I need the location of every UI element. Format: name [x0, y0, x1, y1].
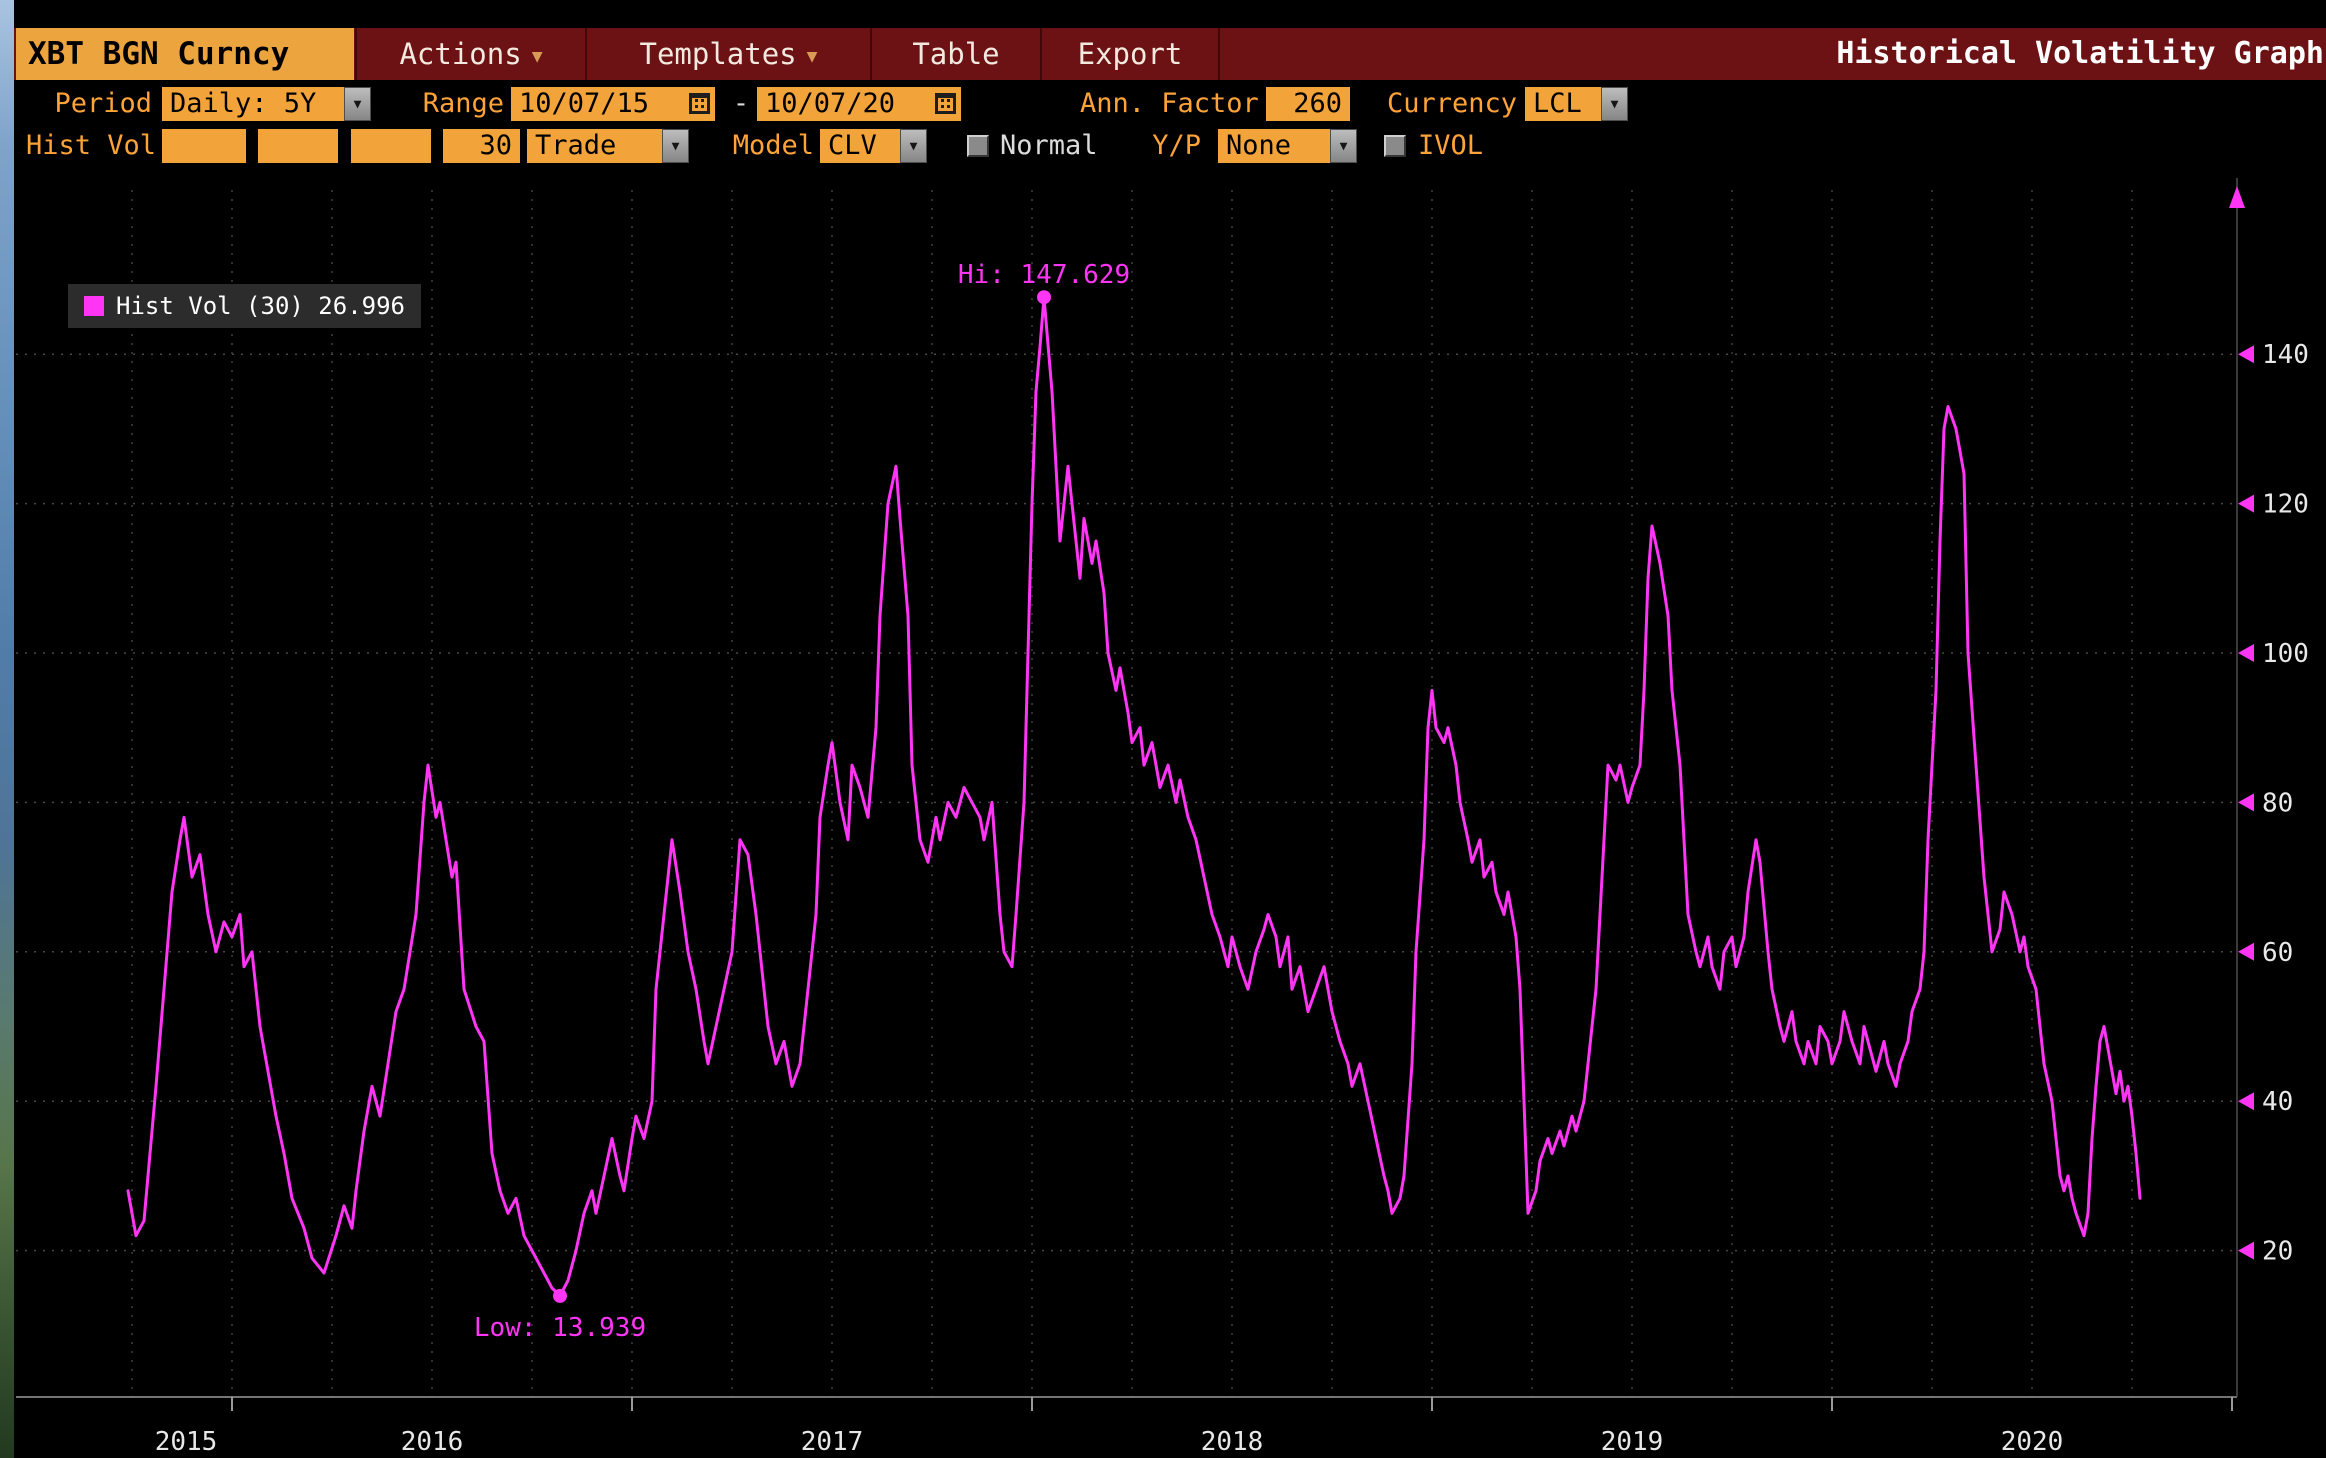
currency-label: Currency — [1386, 88, 1517, 119]
y-axis-tick-arrow-icon — [2238, 644, 2254, 662]
hi-label: Hi: 147.629 — [958, 260, 1130, 290]
security-ticker-field[interactable]: XBT BGN Curncy — [16, 28, 354, 80]
price-source-select[interactable]: Trade — [527, 129, 662, 163]
ann-factor-input[interactable]: 260 — [1266, 87, 1350, 121]
menu-table[interactable]: Table — [870, 28, 1040, 80]
chevron-down-icon: ▼ — [353, 97, 362, 112]
y-axis-label: 120 — [2262, 490, 2309, 520]
hi-marker — [1037, 290, 1051, 305]
ivol-label: IVOL — [1418, 130, 1484, 161]
range-end-value: 10/07/20 — [765, 88, 896, 119]
calendar-icon[interactable] — [689, 93, 710, 114]
chevron-down-icon: ▼ — [531, 46, 543, 67]
model-label: Model — [732, 130, 814, 161]
yp-dropdown-button[interactable]: ▼ — [1330, 129, 1357, 163]
x-axis-year-label: 2015 — [155, 1427, 218, 1457]
y-axis-tick-arrow-icon — [2238, 1092, 2254, 1111]
period-select[interactable]: Daily: 5Y — [162, 87, 344, 121]
x-axis-year-label: 2020 — [2001, 1427, 2064, 1457]
menu-templates[interactable]: Templates ▼ — [585, 28, 870, 80]
normal-label: Normal — [1000, 130, 1098, 161]
hist-vol-input-3[interactable] — [351, 129, 431, 163]
chevron-down-icon: ▼ — [909, 139, 918, 154]
page-title: Historical Volatility Graph — [1836, 36, 2324, 71]
low-marker — [553, 1288, 567, 1303]
volatility-line — [126, 295, 2142, 1298]
y-axis-label: 40 — [2262, 1087, 2293, 1117]
menu-table-label: Table — [912, 37, 1000, 71]
chart-legend[interactable]: Hist Vol (30) 26.996 — [68, 284, 421, 328]
menu-actions[interactable]: Actions ▼ — [355, 28, 585, 80]
legend-swatch — [84, 296, 104, 316]
ivol-checkbox[interactable] — [1384, 135, 1406, 157]
period-label: Period — [54, 88, 152, 119]
yp-select[interactable]: None — [1218, 129, 1330, 163]
y-axis-label: 60 — [2262, 938, 2293, 968]
y-axis-label: 100 — [2262, 639, 2309, 669]
y-axis-tick-arrow-icon — [2238, 942, 2254, 961]
menu-templates-label: Templates — [639, 37, 797, 71]
period-dropdown-button[interactable]: ▼ — [344, 87, 371, 121]
hist-vol-label: Hist Vol — [26, 130, 157, 161]
price-source-dropdown-button[interactable]: ▼ — [662, 129, 689, 163]
low-label: Low: 13.939 — [474, 1313, 646, 1343]
desktop-background-strip — [0, 0, 14, 1458]
chevron-down-icon: ▼ — [1610, 97, 1619, 112]
currency-dropdown-button[interactable]: ▼ — [1601, 87, 1628, 121]
range-end-input[interactable]: 10/07/20 — [757, 87, 961, 121]
y-axis-label: 80 — [2262, 788, 2293, 818]
x-axis-year-label: 2017 — [801, 1427, 864, 1457]
y-axis-tick-arrow-icon — [2238, 345, 2254, 364]
y-axis-label: 20 — [2262, 1237, 2293, 1267]
yp-label: Y/P — [1152, 130, 1201, 161]
x-axis-year-label: 2016 — [401, 1427, 464, 1457]
currency-select[interactable]: LCL — [1525, 87, 1601, 121]
range-start-input[interactable]: 10/07/15 — [511, 87, 715, 121]
model-dropdown-button[interactable]: ▼ — [900, 129, 927, 163]
x-axis-year-label: 2018 — [1201, 1427, 1264, 1457]
vol-window-input[interactable]: 30 — [443, 129, 520, 163]
chevron-down-icon: ▼ — [1339, 139, 1348, 154]
menu-export[interactable]: Export — [1040, 28, 1220, 80]
range-start-value: 10/07/15 — [519, 88, 650, 119]
range-dash: - — [732, 88, 750, 119]
y-axis-tick-arrow-icon — [2238, 494, 2254, 513]
hist-vol-input-1[interactable] — [162, 129, 246, 163]
y-axis-tick-arrow-icon — [2238, 793, 2254, 812]
range-label: Range — [422, 88, 504, 119]
menu-export-label: Export — [1077, 37, 1183, 71]
ann-factor-label: Ann. Factor — [1080, 88, 1259, 119]
legend-text: Hist Vol (30) 26.996 — [116, 292, 405, 320]
y-axis-label: 140 — [2262, 340, 2309, 370]
menu-bar: XBT BGN Curncy Actions ▼ Templates ▼ Table… — [14, 28, 2326, 80]
calendar-icon[interactable] — [935, 93, 956, 114]
y-axis-top-arrow-icon — [2229, 186, 2245, 208]
chevron-down-icon: ▼ — [671, 139, 680, 154]
hist-vol-input-2[interactable] — [258, 129, 338, 163]
menu-actions-label: Actions — [399, 37, 522, 71]
y-axis-tick-arrow-icon — [2238, 1241, 2254, 1260]
normal-checkbox[interactable] — [967, 135, 989, 157]
chevron-down-icon: ▼ — [806, 46, 818, 67]
model-select[interactable]: CLV — [820, 129, 900, 163]
x-axis-year-label: 2019 — [1601, 1427, 1664, 1457]
